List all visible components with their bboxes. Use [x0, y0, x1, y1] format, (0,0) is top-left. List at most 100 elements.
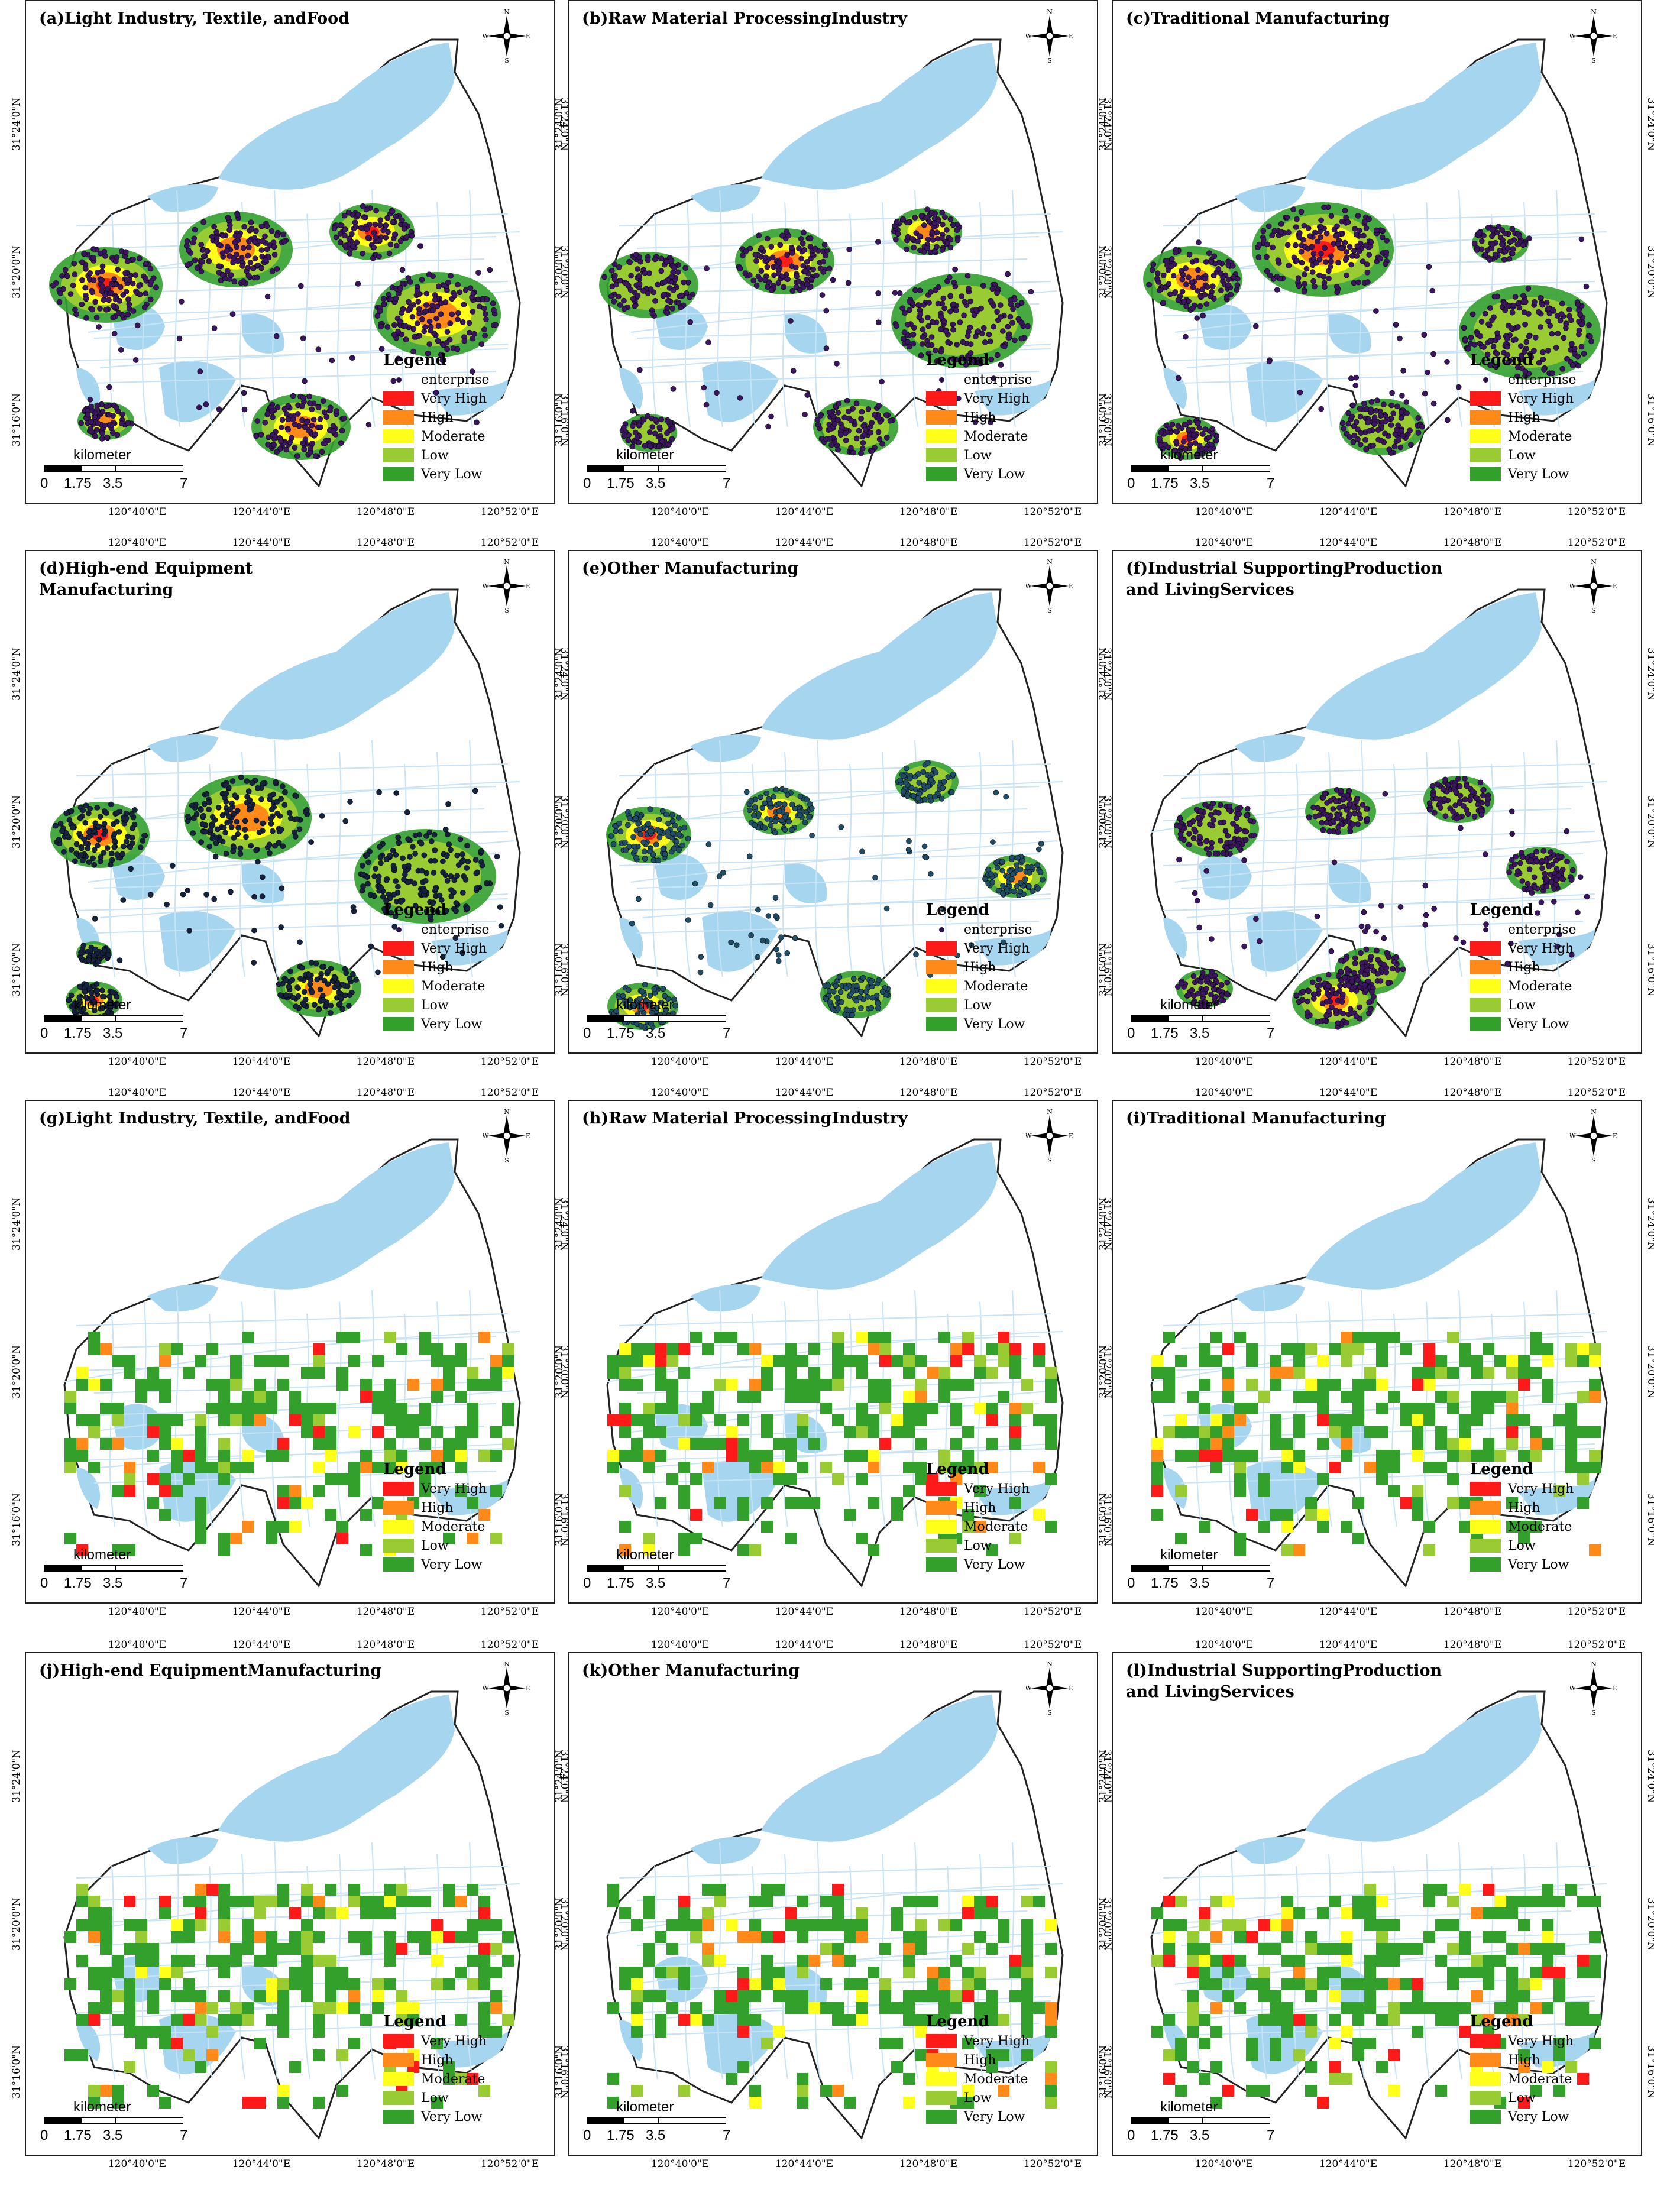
latitude-label: 31°24'0"N: [1098, 1197, 1109, 1251]
latitude-label: 31°16'0"N: [554, 393, 565, 446]
longitude-label: 120°40'0"E: [1195, 537, 1254, 549]
latitude-label: 31°24'0"N: [1098, 98, 1109, 151]
legend-label: enterprise: [1508, 922, 1577, 937]
scale-tick-label: 3.5: [103, 1025, 123, 1041]
svg-text:E: E: [526, 582, 530, 590]
scale-tick-label: 7: [723, 1025, 731, 1041]
longitude-label: 120°40'0"E: [650, 1639, 710, 1651]
legend-label: High: [964, 2052, 996, 2068]
legend-item: Moderate: [1470, 2070, 1624, 2088]
map-canvas: [50, 588, 521, 1038]
scale-tick-label: 3.5: [103, 2127, 123, 2143]
map-canvas: [1150, 1138, 1608, 1588]
legend-label: enterprise: [1508, 372, 1577, 387]
legend-swatch: [383, 2072, 414, 2086]
legend-label: Very Low: [964, 1557, 1025, 1572]
legend-item: Low: [383, 446, 537, 465]
legend-swatch: [383, 1557, 414, 1572]
longitude-label: 120°48'0"E: [1443, 1606, 1502, 1618]
legend-swatch: [383, 1539, 414, 1553]
legend-label: enterprise: [421, 372, 490, 387]
scale-tick-label: 0: [583, 1025, 591, 1041]
legend-item: Very High: [383, 939, 537, 958]
longitude-label: 120°52'0"E: [480, 1087, 539, 1099]
legend-swatch: [1470, 1501, 1501, 1515]
legend: Legend enterprise Very High High Moderate Low…: [383, 350, 537, 484]
longitude-label: 120°48'0"E: [356, 506, 415, 518]
north-arrow-icon: NSWE: [1026, 1109, 1073, 1162]
water-bodies: [619, 43, 1051, 422]
enterprise-dot-icon: [1470, 373, 1501, 387]
legend-swatch: [926, 1520, 957, 1534]
legend-item: Very High: [383, 389, 537, 408]
scale-tick-label: 7: [1267, 1025, 1275, 1041]
legend-swatch: [1470, 998, 1501, 1012]
scale-unit: kilometer: [1160, 997, 1218, 1013]
svg-text:E: E: [1613, 582, 1617, 590]
legend-item: Moderate: [926, 1517, 1080, 1536]
legend-item: Moderate: [926, 427, 1080, 446]
legend-label: Low: [964, 997, 992, 1013]
map-frame: (l)Industrial SupportingProduction and L…: [1112, 1652, 1642, 2156]
scale-tick-label: 0: [40, 1025, 48, 1041]
legend-label: Moderate: [1508, 1519, 1572, 1534]
longitude-label: 120°52'0"E: [480, 537, 539, 549]
map-frame: (e)Other Manufacturing N S W E Legend enterpri…: [568, 550, 1098, 1054]
legend-label: Very High: [421, 391, 487, 406]
panel-title: (h)Raw Material ProcessingIndustry: [582, 1109, 908, 1128]
legend-label: Very Low: [1508, 467, 1569, 482]
longitude-label: 120°44'0"E: [1319, 1606, 1378, 1618]
scale-unit: kilometer: [616, 997, 674, 1013]
longitude-label: 120°52'0"E: [1567, 1056, 1626, 1068]
legend-item: Very High: [1470, 939, 1624, 958]
legend-item: Very Low: [926, 1015, 1080, 1034]
map-canvas: [606, 588, 1064, 1038]
longitude-label: 120°44'0"E: [1319, 2158, 1378, 2170]
panel-title: (i)Traditional Manufacturing: [1126, 1109, 1386, 1128]
map-panel-g: (g)Light Industry, Textile, andFood NSWE L…: [11, 1087, 570, 1618]
scale-tick-label: 0: [583, 475, 591, 491]
north-arrow-icon: NSWE: [483, 559, 530, 613]
latitude-label: 31°24'0"N: [554, 647, 565, 701]
scale-bar-graphic: [587, 1015, 726, 1022]
legend-swatch: [383, 410, 414, 425]
legend-title: Legend: [926, 2013, 989, 2030]
scale-tick-label: 1.75: [607, 1575, 635, 1591]
legend: Legend enterprise Very High High Moderate Low…: [383, 900, 537, 1034]
legend-label: High: [1508, 410, 1540, 425]
longitude-label: 120°44'0"E: [775, 1606, 834, 1618]
legend-label: Very High: [421, 941, 487, 956]
water-bodies: [619, 592, 1051, 972]
legend-label: High: [1508, 1500, 1540, 1515]
longitude-label: 120°48'0"E: [899, 1606, 958, 1618]
grid-cells: [64, 1884, 514, 2109]
longitude-label: 120°52'0"E: [480, 1606, 539, 1618]
longitude-label: 120°48'0"E: [356, 1056, 415, 1068]
scale-tick-label: 1.75: [1151, 1575, 1179, 1591]
legend-label: High: [1508, 960, 1540, 975]
scale-tick-label: 0: [583, 2127, 591, 2143]
longitude-label: 120°52'0"E: [1567, 537, 1626, 549]
legend-title: Legend: [1470, 1460, 1533, 1478]
legend-label: Low: [421, 2090, 449, 2106]
scale-bar-graphic: [44, 465, 183, 472]
scale-tick-label: 0: [1127, 1575, 1135, 1591]
legend-swatch: [926, 429, 957, 443]
legend-swatch: [383, 2053, 414, 2067]
scale-tick-label: 1.75: [64, 475, 92, 491]
scale-tick-label: 3.5: [1190, 1025, 1210, 1041]
legend-item: Moderate: [383, 1517, 537, 1536]
legend-label: Moderate: [964, 1519, 1028, 1534]
latitude-label: 31°20'0"N: [1645, 1345, 1654, 1398]
latitude-label: 31°16'0"N: [1098, 2045, 1109, 2098]
legend-swatch: [926, 448, 957, 462]
legend-label: Moderate: [964, 2071, 1028, 2087]
legend-label: Very High: [1508, 1481, 1574, 1497]
longitude-label: 120°44'0"E: [1319, 1639, 1378, 1651]
latitude-label: 31°16'0"N: [554, 1493, 565, 1546]
longitude-label: 120°48'0"E: [1443, 537, 1502, 549]
legend-swatch: [926, 467, 957, 481]
latitude-label: 31°24'0"N: [554, 1750, 565, 1803]
legend-item: Low: [926, 996, 1080, 1015]
scale-bar: kilometer 0 1.75 3.5 7: [1125, 1547, 1278, 1594]
